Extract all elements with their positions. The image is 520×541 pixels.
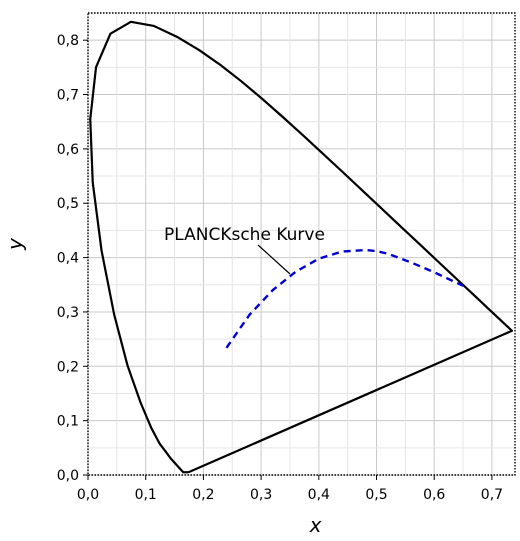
annotation-leader-line [257,244,291,275]
x-tick-label: 0,2 [192,487,214,503]
planck-curve-label: PLANCKsche Kurve [164,225,325,245]
y-tick-label: 0,1 [57,414,79,430]
x-tick-label: 0,1 [135,487,157,503]
y-tick-label: 0,3 [57,305,79,321]
plot-border [87,12,516,476]
plot-frame [87,12,516,476]
tick-layer: 0,0 0,1 0,2 0,3 0,4 0,5 0,6 0,7 0,0 0,1 0,2 0,3 0,4 0… [57,33,503,503]
y-tick-label: 0,8 [57,33,79,49]
y-tick-label: 0,0 [57,468,79,484]
spectral-locus-line [89,20,514,474]
y-tick-label: 0,5 [57,196,79,212]
grid [87,12,515,476]
x-axis-title: x [309,513,322,537]
x-tick-label: 0,4 [308,487,330,503]
x-tick-label: 0,5 [365,487,387,503]
y-tick-label: 0,6 [57,142,79,158]
series-layer [89,20,514,474]
x-tick-label: 0,0 [77,487,99,503]
x-tick-label: 0,6 [423,487,445,503]
label-layer: x y PLANCKsche Kurve [3,225,325,537]
planck-curve-line [225,248,464,349]
y-tick-label: 0,4 [57,251,79,267]
y-tick-label: 0,7 [57,88,79,104]
x-tick-label: 0,7 [481,487,503,503]
x-tick-label: 0,3 [250,487,272,503]
y-axis-title: y [3,237,27,251]
y-tick-label: 0,2 [57,359,79,375]
